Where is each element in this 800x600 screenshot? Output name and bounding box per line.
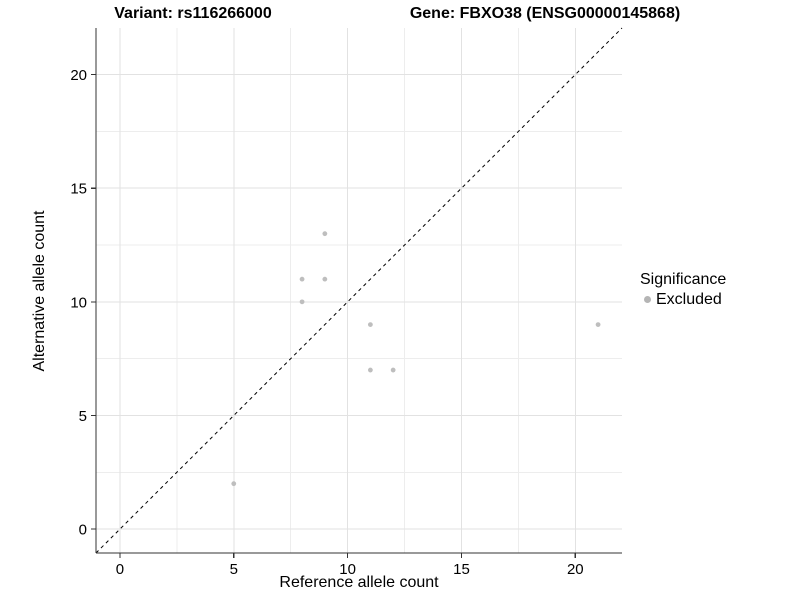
legend-entry: Excluded — [640, 290, 726, 309]
legend-title: Significance — [640, 271, 727, 288]
data-point — [299, 276, 305, 282]
x-tick-labels: 0 5 10 15 20 — [116, 561, 584, 578]
y-tick-label: 15 — [70, 181, 87, 198]
x-tick-label: 15 — [453, 561, 470, 578]
x-axis-title: Reference allele count — [279, 574, 439, 591]
minor-gridlines — [96, 28, 622, 553]
excluded-point-icon — [644, 296, 651, 303]
x-tick-label: 20 — [567, 561, 584, 578]
axis-lines — [95, 28, 622, 554]
data-point — [322, 276, 328, 282]
tick-marks — [91, 73, 576, 558]
major-gridlines — [96, 28, 622, 553]
y-tick-label: 20 — [70, 67, 87, 84]
x-tick-label: 10 — [339, 561, 356, 578]
data-point — [299, 299, 305, 305]
data-point — [322, 231, 328, 237]
gene-title: Gene: FBXO38 (ENSG00000145868) — [409, 5, 681, 22]
legend-entry-label: Excluded — [656, 291, 722, 308]
y-tick-label: 10 — [70, 294, 87, 311]
data-point — [367, 322, 373, 327]
variant-title: Variant: rs116266000 — [114, 5, 272, 22]
y-tick-label: 5 — [79, 408, 87, 425]
legend: Significance Excluded — [640, 270, 726, 309]
x-tick-label: 5 — [230, 561, 238, 578]
identity-reference-line — [95, 27, 623, 554]
data-point — [390, 367, 396, 373]
y-tick-labels: 0 5 10 15 20 — [70, 67, 87, 539]
data-point — [367, 367, 373, 373]
data-points-excluded — [231, 231, 601, 487]
y-axis-title: Alternative allele count — [31, 210, 48, 372]
data-point — [595, 322, 601, 327]
y-tick-label: 0 — [79, 522, 87, 539]
data-point — [231, 481, 237, 487]
x-tick-label: 0 — [116, 561, 124, 578]
